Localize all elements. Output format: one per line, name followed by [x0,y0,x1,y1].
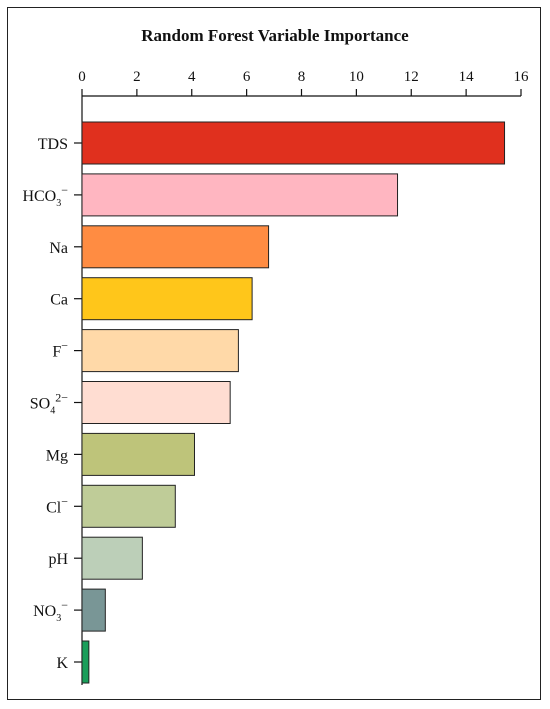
bar-k [81,640,90,684]
category-label: Ca [50,292,68,309]
category-label: SO42− [30,391,68,417]
bar-mg [81,432,195,476]
category-label: Na [49,240,68,257]
category-label: TDS [38,136,68,153]
bar-hco3 [81,173,399,217]
bar-cl [81,484,176,528]
x-tick-label: 14 [459,69,475,85]
category-label: HCO3− [22,183,68,209]
category-label: Cl− [46,494,68,516]
category-label: F− [52,339,68,361]
bar-no3 [81,588,106,632]
x-tick-label: 6 [243,69,251,85]
x-tick-label: 8 [298,69,306,85]
bar-na [81,225,270,269]
x-tick-label: 2 [133,69,141,85]
bar-so4 [81,381,231,424]
category-label: Mg [46,447,68,464]
x-tick-label: 16 [514,69,530,85]
category-label: NO3− [33,598,68,624]
x-tick-label: 10 [349,69,364,85]
category-label: K [56,655,68,672]
x-tick-label: 12 [404,69,419,85]
bar-ph [81,536,143,580]
bar-tds [81,121,506,165]
category-label: pH [48,551,68,568]
bar-f [81,329,239,373]
x-tick-label: 0 [78,69,86,85]
bar-ca [81,277,253,321]
chart-title: Random Forest Variable Importance [141,26,409,45]
x-tick-label: 4 [188,69,196,85]
